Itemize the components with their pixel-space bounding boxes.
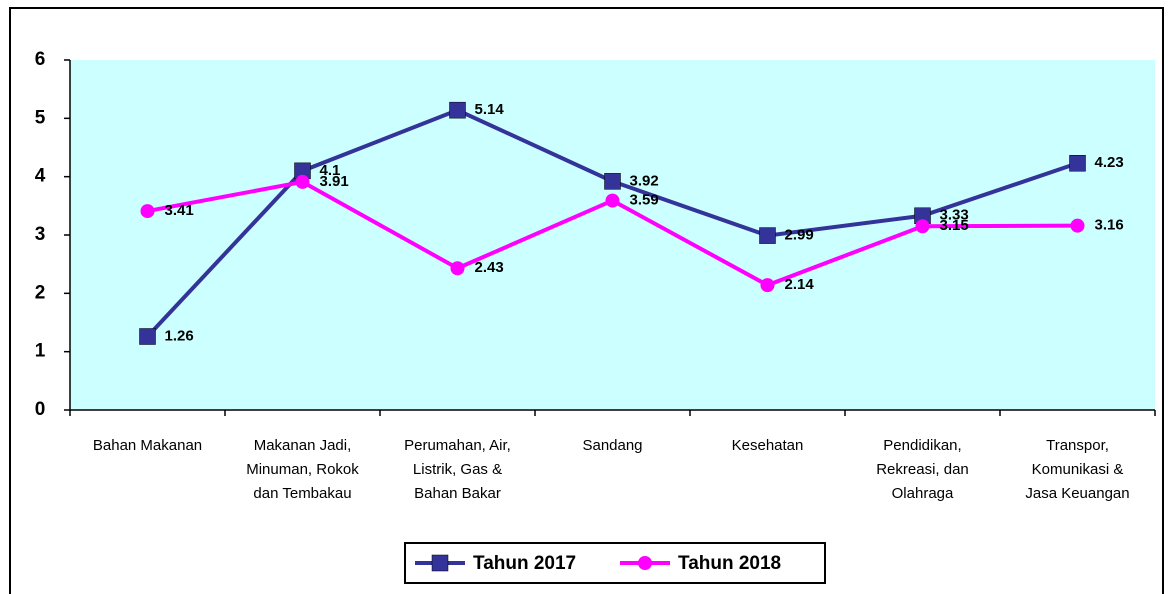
- data-label: 3.91: [320, 173, 349, 190]
- data-point: [295, 174, 310, 189]
- y-tick-label: 3: [35, 224, 46, 245]
- y-tick-label: 5: [35, 107, 46, 128]
- data-point: [1069, 155, 1086, 172]
- data-point: [1070, 218, 1085, 233]
- y-tick-label: 0: [35, 399, 46, 420]
- data-point: [760, 278, 775, 293]
- data-label: 3.15: [940, 217, 969, 234]
- data-point: [449, 101, 466, 119]
- data-label: 2.43: [475, 259, 504, 276]
- x-tick-label: Sandang: [582, 437, 642, 454]
- x-tick-label: Bahan Makanan: [93, 437, 202, 454]
- data-point: [139, 328, 156, 345]
- data-label: 4.23: [1095, 154, 1124, 171]
- legend-marker: [431, 554, 449, 572]
- data-point: [605, 193, 620, 208]
- data-label: 3.16: [1095, 217, 1124, 234]
- legend-box: [404, 542, 826, 584]
- data-label: 3.33: [940, 207, 969, 224]
- plot-area: [70, 60, 1155, 410]
- data-point: [604, 173, 621, 190]
- data-point: [759, 227, 776, 244]
- y-tick-label: 2: [35, 282, 46, 303]
- x-tick-label: Perumahan, Air, Listrik, Gas & Bahan Bakar: [404, 437, 511, 502]
- data-point: [450, 261, 465, 276]
- data-label: 3.59: [630, 192, 659, 209]
- data-label: 3.92: [630, 172, 659, 189]
- data-label: 2.99: [785, 227, 814, 244]
- data-label: 5.14: [475, 101, 505, 118]
- data-label: 1.26: [165, 327, 194, 344]
- x-tick-label: Kesehatan: [732, 437, 804, 454]
- x-tick-label: Transpor, Komunikasi & Jasa Keuangan: [1025, 437, 1129, 502]
- y-tick-label: 4: [35, 166, 46, 187]
- data-point: [915, 219, 930, 234]
- legend-label: Tahun 2017: [473, 553, 576, 574]
- data-label: 3.41: [165, 202, 194, 219]
- y-tick-label: 1: [35, 341, 46, 362]
- data-label: 2.14: [785, 276, 815, 293]
- data-point: [140, 204, 155, 219]
- x-tick-label: Makanan Jadi, Minuman, Rokok dan Tembakau: [246, 437, 359, 502]
- legend-label: Tahun 2018: [678, 553, 781, 574]
- data-label: 4.1: [320, 162, 341, 179]
- y-tick-label: 6: [35, 49, 46, 70]
- legend-marker: [638, 556, 652, 570]
- x-tick-label: Pendidikan, Rekreasi, dan Olahraga: [876, 437, 969, 502]
